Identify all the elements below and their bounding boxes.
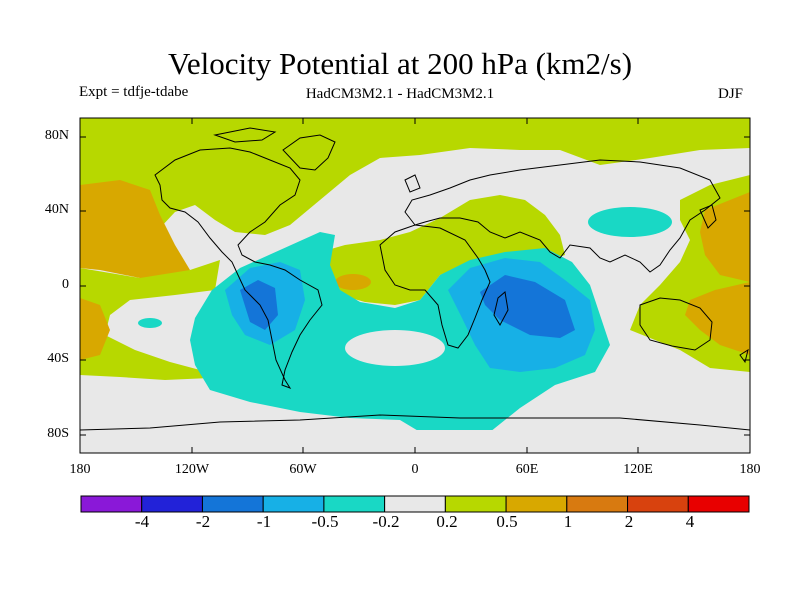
colorbar-swatch [444,495,507,513]
negative-blob-pacific [138,318,162,328]
colorbar-swatch [80,495,143,513]
lon-label-60e: 60E [515,462,539,477]
negative-region-indian-strong [480,275,575,338]
colorbar-label: 0.2 [436,512,458,531]
colorbar-label: -4 [134,512,150,531]
lon-label-180w: 180 [69,462,91,477]
positive-region-south-pacific [80,260,220,380]
colorbar-label: -0.2 [372,512,400,531]
model-label: HadCM3M2.1 - HadCM3M2.1 [305,86,495,102]
colorbar-label: -2 [195,512,211,531]
colorbar-swatch [566,495,629,513]
positive-region-australia-strong [685,282,750,355]
colorbar-swatch [627,495,689,513]
coastlines [80,127,750,431]
colorbar-swatch [201,495,264,513]
negative-region-amazon-strong [240,280,278,330]
lon-label-120e: 120E [623,462,653,477]
colorbar-label: 1 [563,512,573,531]
lon-label-120w: 120W [174,462,210,477]
positive-region-north [80,118,750,240]
colorbar-swatch [505,495,568,513]
lon-label-0: 0 [411,462,419,477]
positive-region-asia-strong [700,192,750,282]
positive-region-south-pacific-strong [80,298,110,360]
neutral-region-antarctica [80,430,750,453]
colorbar-swatch [262,495,325,513]
positive-region-north-pacific [80,180,190,280]
colorbar-label: -1 [256,512,272,531]
season-label: DJF [718,86,744,102]
colorbar-label: 0.5 [496,512,518,531]
lat-label-40s: 40S [47,351,69,366]
positive-region-atlantic-strong [335,274,371,290]
axis-ticks [79,118,751,453]
colorbar-label: 4 [685,512,695,531]
positive-region-atlantic [310,195,565,305]
lat-label-80n: 80N [44,128,69,143]
colorbar-swatch [323,495,386,513]
colorbar-swatch [384,495,446,513]
colorbar-swatch [687,495,750,513]
colorbar-label: -0.5 [311,512,339,531]
colorbar [80,495,750,513]
lon-label-180e: 180 [739,462,761,477]
neutral-hole-south-atlantic [345,330,445,366]
experiment-label: Expt = tdfje-tdabe [79,84,189,100]
negative-region-east-asia [588,207,672,237]
map-field [80,118,750,453]
lat-label-80s: 80S [47,426,69,441]
map-title: Velocity Potential at 200 hPa (km2/s) [167,46,633,81]
lat-label-40n: 40N [44,202,69,217]
colorbar-label: 2 [624,512,634,531]
colorbar-swatch [141,495,203,513]
lon-label-60w: 60W [289,462,317,477]
lat-label-equator: 0 [62,277,69,292]
